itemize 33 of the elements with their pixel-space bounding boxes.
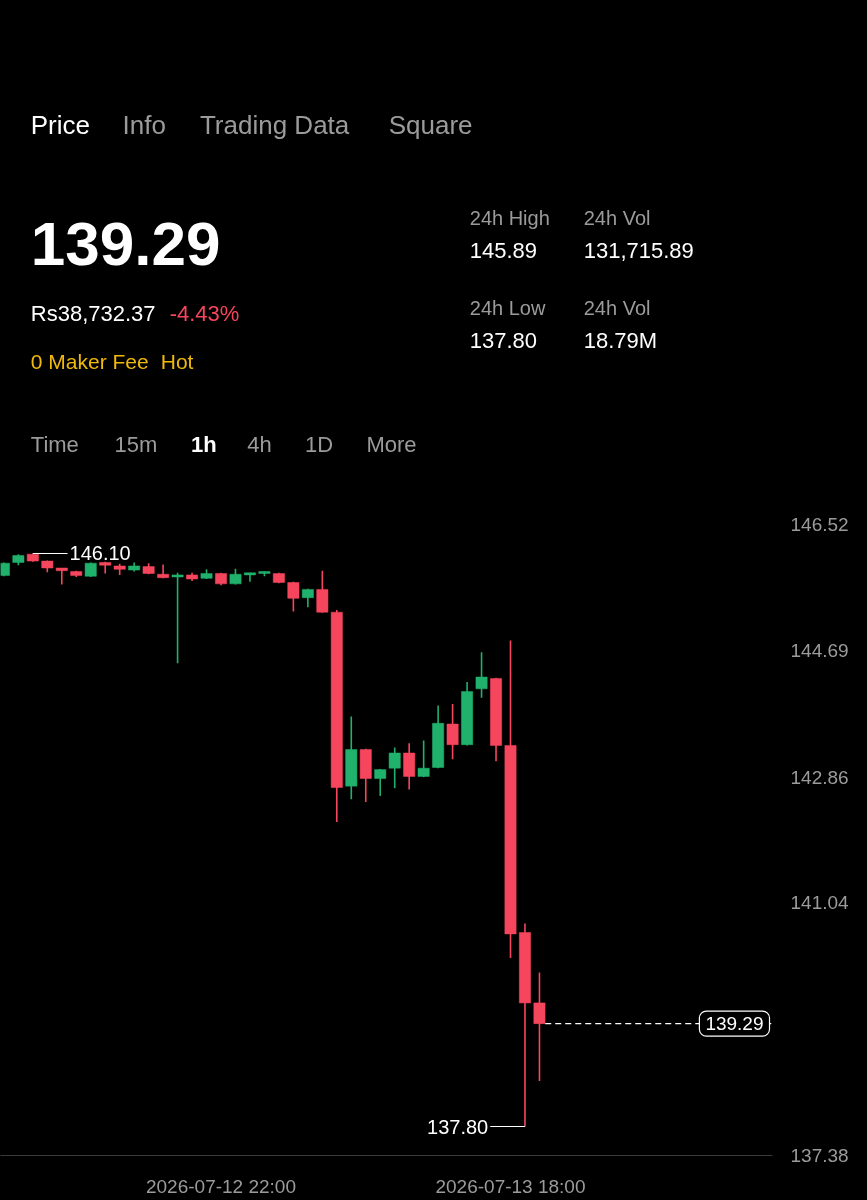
annotation: 146.10: [69, 542, 131, 565]
text: 4h: [247, 432, 272, 457]
text: 24h Vol: [583, 206, 651, 229]
annotation: 137.80: [427, 1115, 489, 1138]
text: 131,715.89: [583, 238, 694, 263]
text: Price: [30, 109, 91, 140]
y-tick-label: 144.69: [790, 640, 849, 662]
x-tick-label: 2026-07-12 22:00: [146, 1175, 297, 1197]
y-tick-label: 137.38: [790, 1145, 849, 1166]
text: Trading Data: [199, 109, 350, 140]
y-tick-label: 142.86: [790, 766, 849, 788]
text: Info: [122, 109, 166, 140]
text: 24h Vol: [583, 296, 651, 319]
text: 24h Low: [469, 296, 546, 319]
text: 145.89: [469, 238, 538, 263]
text: 24h High: [469, 206, 550, 229]
y-tick-label: 141.04: [790, 892, 850, 914]
text: 1D: [305, 432, 334, 457]
y-tick-label: 146.52: [790, 514, 849, 535]
text: 137.80: [469, 328, 538, 353]
text: 0 Maker Fee: [30, 350, 149, 373]
text: 15m: [114, 432, 158, 457]
x-tick-label: 2026-07-13 18:00: [435, 1175, 586, 1197]
text: Time: [30, 432, 79, 457]
text: 1h: [191, 432, 217, 457]
text: More: [366, 432, 417, 457]
text: Rs38,732.37: [30, 301, 156, 326]
text: 139.29: [30, 208, 221, 278]
text: -4.43%: [169, 301, 240, 326]
ref-line-label: 139.29: [705, 1013, 764, 1035]
text: Hot: [160, 350, 194, 373]
text: 18.79M: [583, 328, 658, 353]
text: Square: [388, 109, 473, 140]
